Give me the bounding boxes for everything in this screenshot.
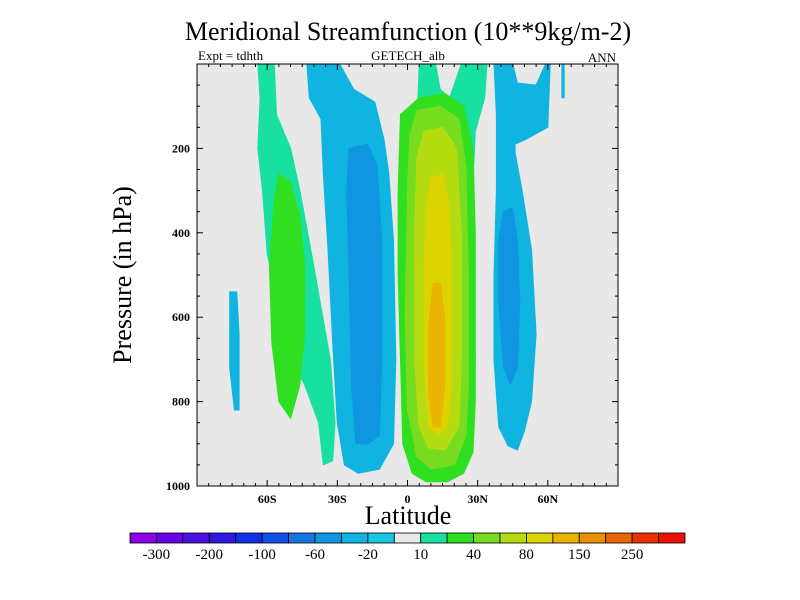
colorbar-box: [578, 532, 607, 544]
contour-region-2: [269, 173, 306, 419]
colorbar-box: [526, 532, 554, 544]
colorbar-box: [605, 532, 633, 544]
colorbar-label: -100: [248, 547, 276, 563]
y-axis-label: Pressure (in hPa): [108, 186, 137, 364]
axis-ticks: 60S 30S 0 30N 60N 200 400 600 800 1000: [166, 63, 619, 506]
colorbar-box: [156, 532, 184, 544]
season-label: ANN: [588, 50, 617, 65]
colorbar-box: [473, 532, 501, 544]
colorbar-box: [658, 532, 686, 544]
contour-region-11: [428, 282, 446, 428]
colorbar-label: -300: [143, 547, 171, 563]
x-tick-label: 30N: [467, 492, 488, 506]
colorbar-box: [261, 532, 289, 544]
colorbar-label: 10: [413, 547, 428, 563]
x-tick-label: 60S: [258, 492, 277, 506]
chart-title: Meridional Streamfunction (10**9kg/m-2): [185, 17, 631, 46]
x-tick-label: 30S: [328, 492, 347, 506]
colorbar-label: 250: [621, 547, 644, 563]
y-tick-label: 1000: [166, 479, 190, 493]
experiment-label: Expt = tdhth: [198, 48, 264, 63]
x-tick-label: 60N: [537, 492, 558, 506]
colorbar-box: [182, 532, 210, 544]
colorbar-box: [235, 532, 263, 544]
colorbar-label: 150: [568, 547, 591, 563]
colorbar-box: [314, 532, 342, 544]
colorbar-box: [631, 532, 659, 544]
colorbar-box: [446, 532, 474, 544]
colorbar-label: 40: [466, 547, 481, 563]
contour-region-4: [346, 143, 383, 445]
colorbar: -300 -200 -100 -60 -20 10 40 80 150 250: [129, 532, 686, 563]
colorbar-label: -60: [305, 547, 325, 563]
colorbar-label: 80: [519, 547, 534, 563]
dataset-label: GETECH_alb: [371, 48, 445, 63]
colorbar-box: [420, 532, 448, 544]
colorbar-box: [499, 532, 527, 544]
colorbar-box: [288, 532, 316, 544]
colorbar-box: [552, 532, 580, 544]
contour-region-5: [229, 291, 240, 411]
y-tick-label: 600: [172, 310, 190, 324]
y-tick-label: 200: [172, 141, 190, 155]
colorbar-box: [367, 532, 395, 544]
x-tick-label: 0: [405, 492, 411, 506]
colorbar-box: [129, 532, 157, 544]
colorbar-box: [208, 532, 237, 544]
x-axis-label: Latitude: [365, 501, 452, 530]
contour-region-13: [498, 207, 521, 386]
contour-regions: [229, 64, 565, 483]
y-tick-label: 800: [172, 395, 190, 409]
colorbar-box: [341, 532, 369, 544]
y-tick-label: 400: [172, 226, 190, 240]
colorbar-label: -20: [358, 547, 378, 563]
colorbar-label: -200: [196, 547, 224, 563]
colorbar-box: [393, 532, 422, 544]
contour-region-14: [561, 64, 565, 99]
